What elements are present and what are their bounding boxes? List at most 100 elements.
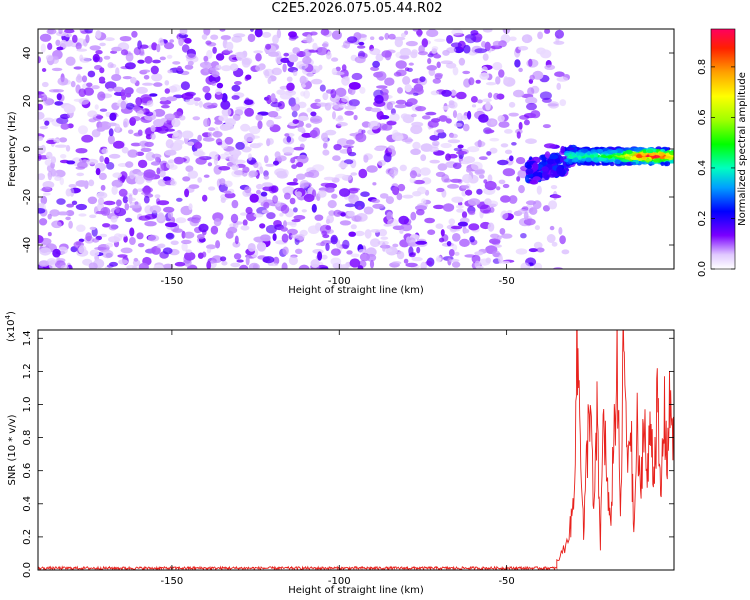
- noise-cell: [100, 184, 106, 191]
- noise-cell: [153, 119, 164, 127]
- noise-cell: [375, 53, 384, 62]
- noise-cell: [268, 51, 280, 57]
- noise-cell: [452, 66, 459, 76]
- noise-cell: [340, 212, 346, 217]
- noise-cell: [77, 73, 81, 81]
- noise-cell: [381, 50, 393, 58]
- spectrogram-y-tick-label: 0: [22, 146, 33, 152]
- noise-cell: [97, 197, 105, 206]
- noise-cell: [135, 97, 143, 106]
- noise-cell: [123, 118, 129, 128]
- noise-cell: [333, 144, 342, 151]
- snr-y-tick-label: 0.8: [22, 430, 33, 446]
- band-cell: [641, 156, 647, 161]
- noise-cell: [211, 70, 220, 78]
- noise-cell: [307, 225, 320, 234]
- noise-cell: [350, 172, 358, 176]
- noise-cell: [38, 136, 44, 141]
- noise-cell: [523, 218, 536, 226]
- noise-cell: [174, 261, 186, 267]
- noise-cell: [456, 112, 463, 122]
- noise-cell: [558, 227, 563, 235]
- snr-y-tick-label: 0.0: [22, 562, 33, 578]
- noise-cell: [316, 47, 328, 56]
- noise-cell: [230, 213, 239, 224]
- noise-cell: [466, 167, 472, 173]
- noise-cell: [78, 213, 87, 217]
- noise-cell: [87, 196, 98, 205]
- noise-cell: [211, 102, 218, 108]
- noise-cell: [115, 207, 120, 214]
- noise-cell: [372, 203, 385, 209]
- noise-cell: [311, 203, 317, 213]
- noise-cell: [213, 218, 222, 227]
- noise-cell: [212, 46, 217, 54]
- noise-cell: [75, 180, 88, 187]
- noise-cell: [38, 260, 50, 267]
- noise-cell: [520, 233, 527, 239]
- noise-cell: [94, 104, 99, 110]
- noise-cell: [219, 29, 226, 32]
- noise-cell: [497, 115, 505, 123]
- noise-cell: [150, 65, 159, 75]
- noise-cell: [502, 168, 516, 177]
- noise-cell: [425, 260, 433, 266]
- noise-cell: [220, 100, 231, 110]
- noise-cell: [108, 236, 120, 243]
- noise-cell: [98, 76, 106, 83]
- noise-cell: [38, 234, 44, 244]
- noise-cell: [209, 67, 220, 71]
- noise-cell: [240, 225, 250, 231]
- noise-cell: [164, 80, 170, 86]
- noise-cell: [88, 179, 95, 187]
- noise-cell: [137, 59, 145, 64]
- noise-cell: [378, 36, 384, 41]
- noise-cell: [536, 247, 545, 253]
- noise-cell: [120, 89, 126, 97]
- noise-cell: [118, 233, 127, 238]
- noise-cell: [291, 110, 298, 118]
- noise-cell: [236, 52, 245, 61]
- noise-cell: [295, 233, 305, 241]
- noise-cell: [106, 264, 114, 268]
- band-cell: [593, 157, 599, 163]
- noise-cell: [142, 82, 154, 86]
- noise-cell: [41, 81, 49, 88]
- noise-cell: [101, 249, 114, 259]
- noise-cell: [394, 37, 403, 48]
- noise-cell: [89, 249, 100, 257]
- noise-cell: [303, 90, 310, 99]
- noise-cell: [436, 61, 441, 69]
- noise-cell: [348, 187, 361, 191]
- noise-cell: [402, 76, 411, 85]
- noise-cell: [65, 188, 72, 197]
- noise-cell: [117, 254, 128, 258]
- noise-cell: [220, 197, 226, 204]
- noise-cell: [550, 185, 558, 190]
- noise-cell: [490, 119, 497, 126]
- noise-cell: [144, 141, 154, 147]
- noise-cell: [122, 195, 129, 204]
- noise-cell: [178, 38, 184, 46]
- noise-cell: [153, 264, 164, 269]
- noise-cell: [96, 191, 108, 199]
- noise-cell: [206, 244, 216, 250]
- band-cell: [587, 150, 591, 156]
- noise-cell: [504, 149, 513, 155]
- noise-cell: [43, 192, 51, 196]
- noise-cell: [271, 67, 282, 76]
- band-cell: [589, 149, 597, 153]
- noise-cell: [320, 29, 330, 36]
- noise-cell: [38, 56, 41, 64]
- noise-cell: [176, 65, 183, 72]
- noise-cell: [51, 67, 63, 72]
- noise-cell: [125, 161, 134, 168]
- noise-cell: [226, 41, 234, 51]
- noise-cell: [335, 87, 347, 98]
- noise-cell: [408, 246, 414, 256]
- colorbar-tick-label: 0.4: [697, 160, 708, 176]
- noise-cell: [100, 206, 111, 216]
- noise-cell: [234, 81, 242, 85]
- noise-cell: [454, 122, 463, 127]
- noise-cell: [266, 138, 271, 147]
